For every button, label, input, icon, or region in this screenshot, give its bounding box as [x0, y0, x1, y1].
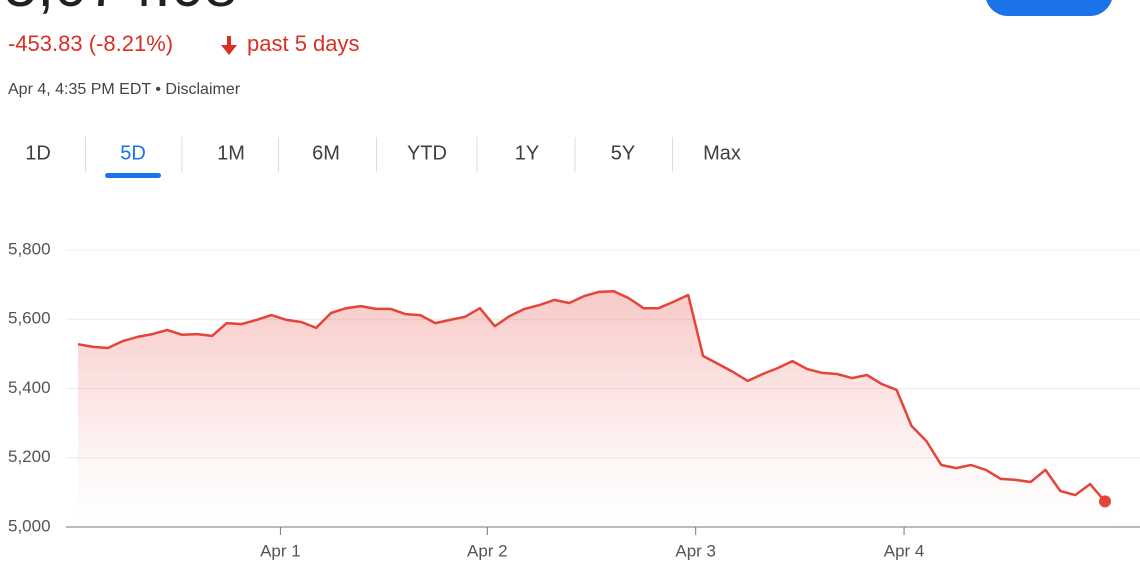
last-point	[1099, 495, 1111, 508]
x-tick-label: Apr 2	[467, 541, 508, 560]
disclaimer[interactable]: Disclaimer	[165, 81, 240, 98]
x-tick-label: Apr 4	[884, 541, 925, 560]
y-tick-label: 5,600	[8, 309, 51, 328]
y-tick-label: 5,000	[8, 516, 51, 535]
y-tick-label: 5,800	[8, 239, 51, 258]
tab-underline	[105, 173, 161, 178]
separator: •	[155, 81, 161, 98]
tab[interactable]: YTD	[407, 142, 447, 164]
timestamp: Apr 4, 4:35 PM EDT • Disclaimer	[8, 81, 241, 98]
y-tick-label: 5,400	[8, 378, 51, 397]
tab[interactable]: 1D	[25, 142, 51, 164]
y-tick-label: 5,200	[8, 447, 51, 466]
tab[interactable]: 5Y	[611, 142, 635, 164]
x-tick-label: Apr 1	[260, 541, 301, 560]
price-line	[77, 289, 1106, 503]
tab[interactable]: 1M	[217, 142, 245, 164]
tabs: 1D 5D 1M 6M YTD 1Y 5Y Max	[25, 137, 741, 178]
timestamp-text: Apr 4, 4:35 PM EDT	[8, 81, 151, 98]
down-arrow	[221, 36, 237, 55]
price: 5,074.08	[4, 0, 238, 19]
area	[78, 291, 1105, 527]
change: -453.83 (-8.21%)	[8, 31, 173, 56]
tab[interactable]: 1Y	[515, 142, 539, 164]
x-tick-label: Apr 3	[675, 541, 716, 560]
tab[interactable]: 6M	[312, 142, 340, 164]
tab[interactable]: 5D	[120, 142, 146, 164]
chart: 5,000 5,200 5,400 5,600 5,800 Apr 1 Apr 2 Apr 3…	[8, 239, 1140, 560]
tab[interactable]: Max	[703, 142, 741, 164]
period: past 5 days	[247, 31, 360, 56]
follow-button[interactable]	[985, 0, 1113, 16]
